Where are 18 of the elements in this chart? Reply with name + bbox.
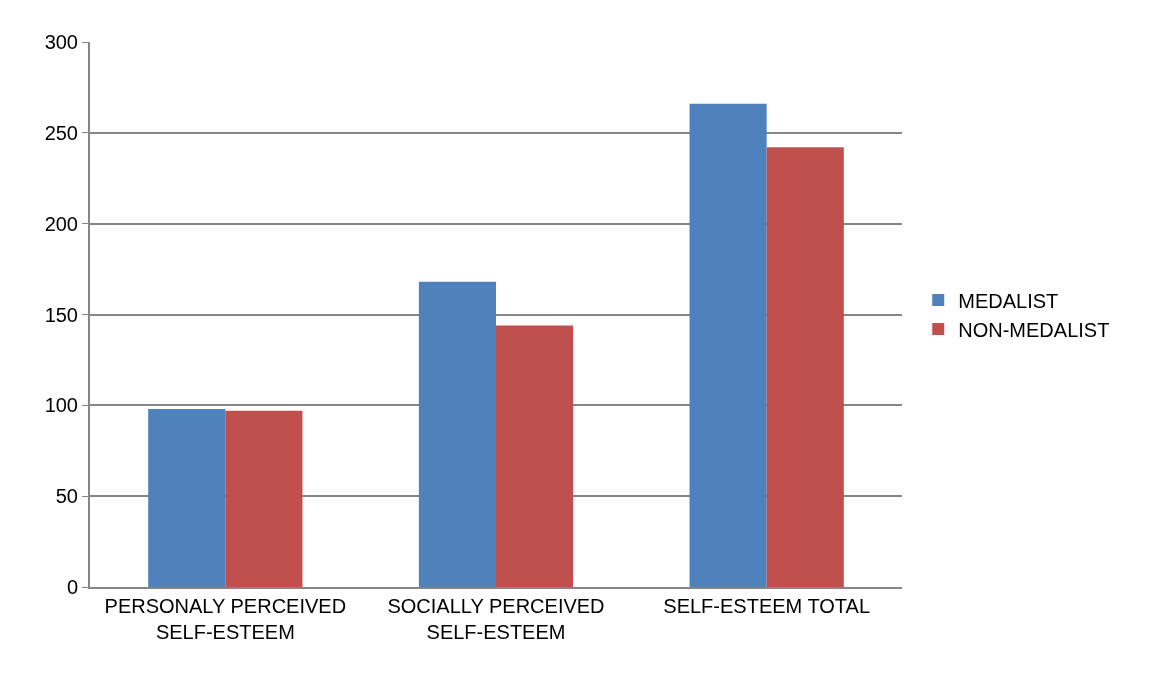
x-tick-label: SOCIALLY PERCEIVED SELF-ESTEEM: [387, 595, 605, 643]
y-tick-label: 50: [55, 485, 78, 508]
x-tick-label: PERSONALY PERCEIVED SELF-ESTEEM: [104, 595, 347, 643]
y-tick-label: 250: [44, 121, 78, 144]
bar: [496, 325, 574, 587]
y-tick-label: 200: [44, 212, 78, 235]
bar: [225, 410, 303, 587]
y-tick-label: 100: [44, 394, 78, 417]
bar: [418, 281, 496, 587]
bar: [148, 408, 226, 587]
bar: [689, 103, 767, 587]
y-tick-label: 0: [66, 576, 78, 598]
y-tick-label: 150: [44, 303, 78, 326]
legend-label: MEDALIST: [958, 289, 1059, 312]
legend-label: NON-MEDALIST: [958, 318, 1110, 341]
bar: [766, 147, 844, 587]
x-tick-label: SELF-ESTEEM TOTAL: [663, 595, 871, 617]
y-tick-label: 300: [44, 31, 78, 53]
